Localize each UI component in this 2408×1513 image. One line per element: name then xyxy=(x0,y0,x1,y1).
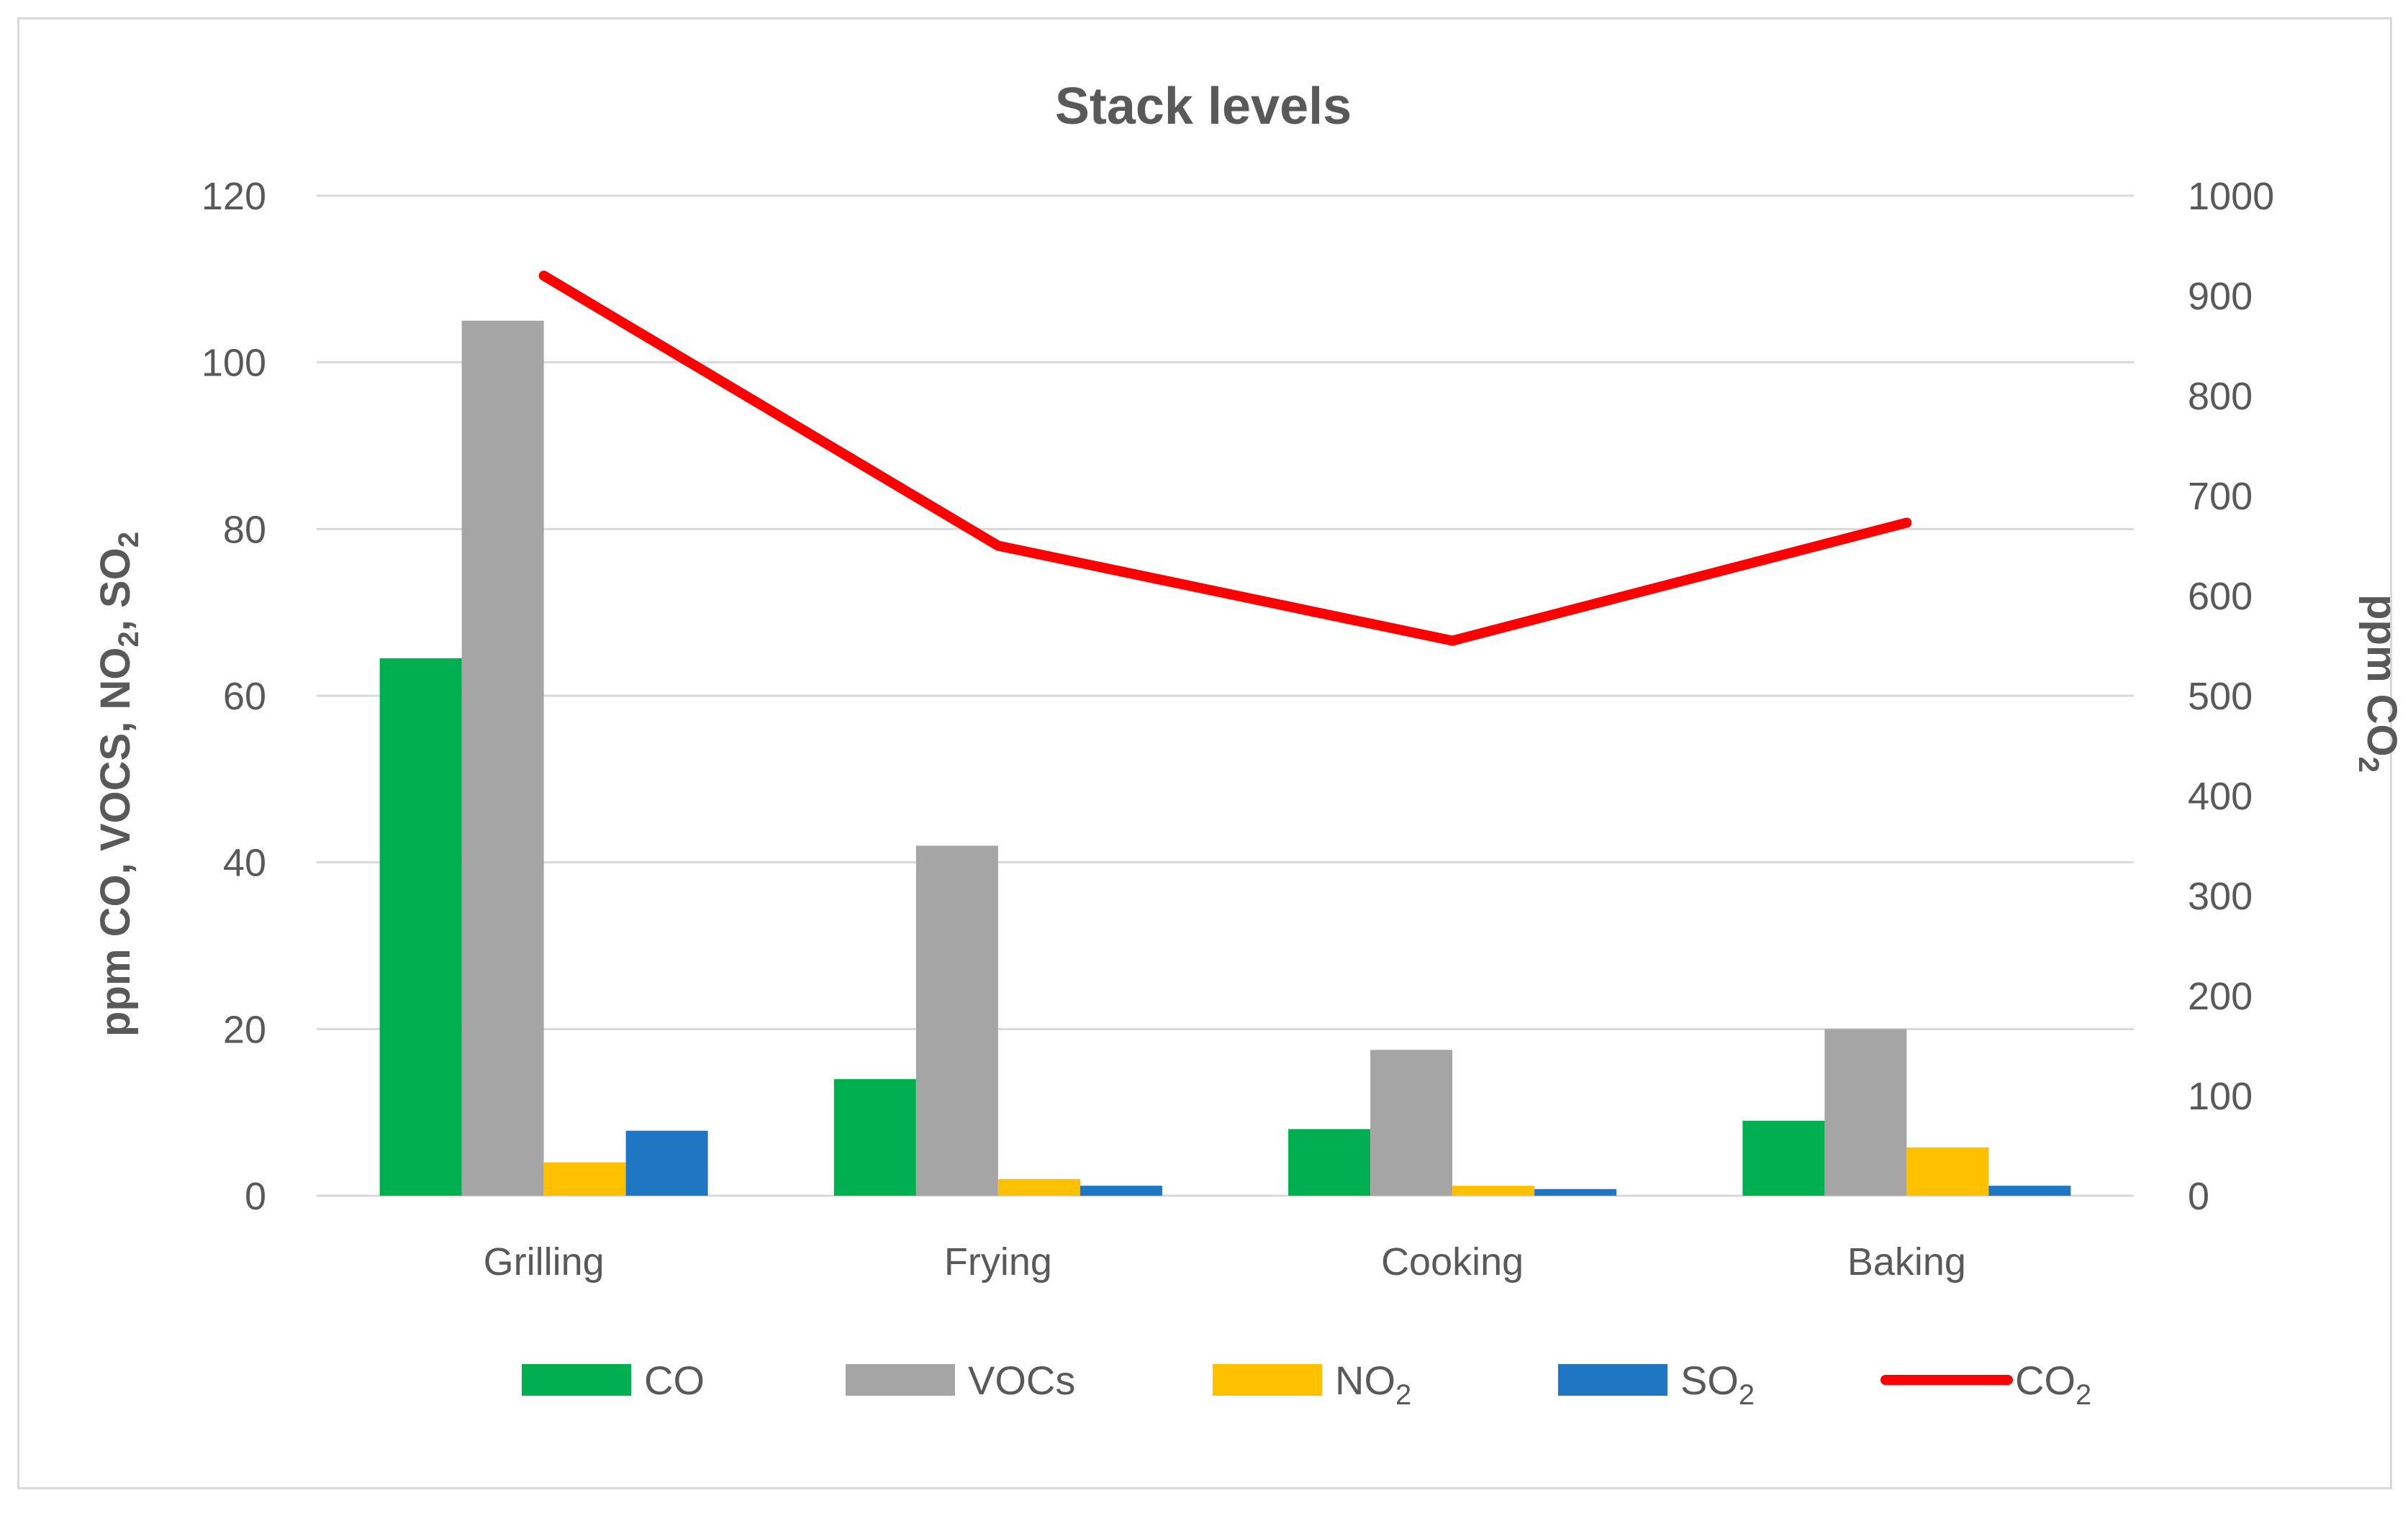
legend-swatch-so2 xyxy=(1558,1364,1667,1396)
x-tick-label: Baking xyxy=(1847,1240,1966,1283)
bar-no2-frying xyxy=(997,1178,1080,1196)
right-tick-label: 500 xyxy=(2188,675,2253,718)
right-tick-label: 1000 xyxy=(2188,175,2274,218)
right-tick-label: 600 xyxy=(2188,575,2253,618)
right-tick-label: 700 xyxy=(2188,475,2253,518)
bar-co-cooking xyxy=(1288,1129,1371,1196)
legend-label-no2: NO2 xyxy=(1335,1358,1411,1411)
legend-swatch-co xyxy=(522,1364,631,1396)
bars xyxy=(379,320,2071,1196)
right-tick-label: 100 xyxy=(2188,1075,2253,1118)
bar-co-grilling xyxy=(379,658,462,1196)
bar-no2-baking xyxy=(1906,1147,1989,1196)
x-tick-label: Cooking xyxy=(1381,1240,1524,1283)
legend-label-co2: CO2 xyxy=(2015,1358,2091,1411)
legend: CO VOCs NO2 SO2 CO2 xyxy=(522,1358,2091,1411)
x-axis-labels: Grilling Frying Cooking Baking xyxy=(484,1240,1966,1283)
legend-swatch-no2 xyxy=(1213,1364,1322,1396)
legend-swatch-vocs xyxy=(846,1364,955,1396)
legend-label-vocs: VOCs xyxy=(968,1358,1075,1403)
left-axis-title: ppm CO, VOCS, NO2, SO2 xyxy=(92,532,145,1037)
left-tick-label: 100 xyxy=(202,342,266,385)
left-tick-label: 120 xyxy=(202,175,266,218)
bar-co-frying xyxy=(833,1078,916,1196)
bar-so2-baking xyxy=(1988,1186,2071,1196)
left-tick-label: 20 xyxy=(223,1008,266,1051)
bar-so2-cooking xyxy=(1534,1189,1617,1196)
left-tick-label: 0 xyxy=(245,1175,266,1218)
right-axis-title: ppm CO2 xyxy=(2353,594,2405,773)
line-co2 xyxy=(538,271,1912,646)
right-tick-label: 800 xyxy=(2188,375,2253,418)
left-tick-label: 40 xyxy=(223,842,266,885)
left-axis-ticks: 0 20 40 60 80 100 120 xyxy=(202,175,266,1218)
x-tick-label: Frying xyxy=(944,1240,1052,1283)
right-tick-label: 400 xyxy=(2188,775,2253,818)
bar-vocs-grilling xyxy=(461,320,544,1196)
left-tick-label: 80 xyxy=(223,508,266,551)
x-tick-label: Grilling xyxy=(484,1240,605,1283)
bar-vocs-frying xyxy=(915,845,998,1196)
legend-label-so2: SO2 xyxy=(1680,1358,1755,1411)
right-tick-label: 200 xyxy=(2188,975,2253,1018)
legend-label-co: CO xyxy=(644,1358,705,1403)
co2-line xyxy=(538,271,1912,646)
bar-no2-grilling xyxy=(543,1162,626,1196)
bar-so2-frying xyxy=(1079,1186,1162,1196)
bar-so2-grilling xyxy=(625,1130,708,1196)
bar-vocs-baking xyxy=(1824,1029,1907,1196)
right-tick-label: 300 xyxy=(2188,875,2253,918)
left-tick-label: 60 xyxy=(223,675,266,718)
bar-vocs-cooking xyxy=(1370,1050,1453,1196)
right-tick-label: 900 xyxy=(2188,275,2253,318)
right-tick-label: 0 xyxy=(2188,1175,2209,1218)
bar-no2-cooking xyxy=(1452,1186,1535,1196)
chart-title: Stack levels xyxy=(1055,78,1352,135)
bar-co-baking xyxy=(1742,1120,1825,1196)
right-axis-ticks: 0 100 200 300 400 500 600 700 800 900 1000 xyxy=(2188,175,2274,1218)
